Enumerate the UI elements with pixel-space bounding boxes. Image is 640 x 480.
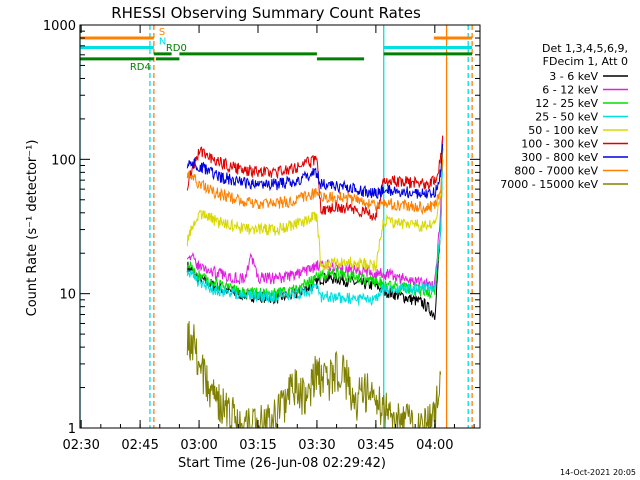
axes: 02:30 02:45 03:00 03:15 03:30 03:45 04:00 1 10 10… [43, 19, 480, 453]
series-line-800-7000-kev [186, 159, 444, 216]
x-tick-label: 02:30 [62, 438, 99, 453]
series-line-300-800-kev [186, 143, 444, 199]
flag-label-rd0: RD0 [166, 43, 187, 54]
y-tick-label: 1000 [43, 19, 76, 34]
series-line-7000-15000-kev [186, 320, 442, 429]
chart-title: RHESSI Observing Summary Count Rates [111, 4, 421, 22]
x-tick-label: 04:00 [416, 438, 453, 453]
x-tick-label: 02:45 [121, 438, 158, 453]
legend-label-800-7000-kev: 800 - 7000 keV [514, 165, 598, 178]
legend-label-50-100-kev: 50 - 100 keV [528, 124, 598, 137]
series-line-100-300-kev [186, 135, 444, 221]
legend-label-3-6-kev: 3 - 6 keV [549, 70, 598, 83]
plot-frame [79, 24, 481, 429]
x-tick-label: 03:15 [239, 438, 276, 453]
legend-label-100-300-kev: 100 - 300 keV [521, 138, 598, 151]
series-line-50-100-kev [186, 148, 444, 272]
x-tick-label: 03:00 [180, 438, 217, 453]
legend-label-6-12-kev: 6 - 12 keV [542, 84, 598, 97]
y-tick-label: 100 [51, 153, 76, 168]
legend-title-line-1: Det 1,3,4,5,6,9, [542, 42, 628, 55]
legend-title-line-2: FDecim 1, Att 0 [543, 55, 628, 68]
series-line-6-12-kev [186, 135, 444, 290]
legend-label-7000-15000-kev: 7000 - 15000 keV [500, 178, 598, 191]
legend-label-300-800-kev: 300 - 800 keV [521, 151, 598, 164]
x-tick-label: 03:45 [357, 438, 394, 453]
legend-label-25-50-kev: 25 - 50 keV [535, 111, 598, 124]
x-axis-label: Start Time (26-Jun-08 02:29:42) [178, 456, 386, 471]
flag-label-n: N [159, 36, 166, 47]
y-axis-label: Count Rate (s⁻¹ detector⁻¹) [25, 140, 40, 317]
x-tick-label: 03:30 [298, 438, 335, 453]
series-line-25-50-kev [186, 159, 444, 306]
flag-label-s: S [159, 27, 165, 38]
flag-label-rd4: RD4 [130, 62, 151, 73]
series-line-12-25-kev [186, 159, 444, 300]
legend-label-12-25-kev: 12 - 25 keV [535, 97, 598, 110]
footer-date: 14-Oct-2021 20:05 [560, 468, 636, 477]
y-tick-label: 10 [59, 288, 76, 303]
y-tick-label: 1 [68, 422, 76, 437]
